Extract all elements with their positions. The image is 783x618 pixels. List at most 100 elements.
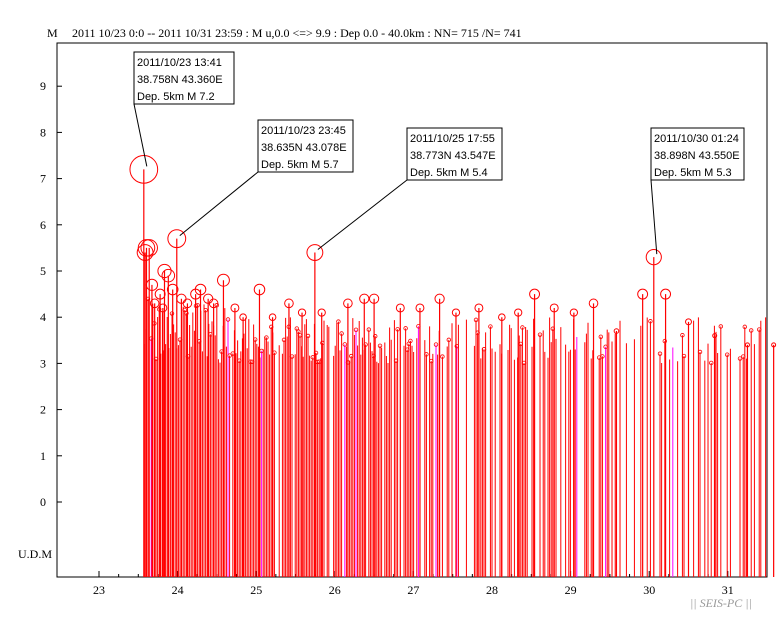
event-marker [434, 293, 445, 304]
background-event-marker [366, 327, 372, 332]
annotation-text: Dep. 5km M 7.2 [137, 91, 215, 103]
event-marker [129, 155, 159, 184]
background-event-marker [227, 353, 232, 358]
event-marker [194, 283, 207, 296]
background-event-marker [749, 328, 754, 333]
background-event-marker [403, 326, 408, 331]
background-event-marker [296, 329, 301, 334]
background-event-marker [742, 324, 748, 330]
event-marker [166, 283, 179, 296]
event-marker [744, 342, 750, 348]
background-event-marker [737, 356, 743, 361]
background-event-marker [203, 307, 208, 313]
background-event-marker [681, 353, 687, 359]
event-marker [359, 293, 370, 304]
background-event-marker [680, 333, 685, 338]
event-annotations: 2011/10/23 13:41 38.758N 43.360E Dep. 5km … [133, 51, 745, 255]
annotation-leader-line [650, 179, 658, 255]
event-marker [167, 229, 187, 249]
event-marker [529, 288, 541, 300]
background-event-marker [424, 352, 429, 357]
udm-label: U.D.M [18, 547, 52, 561]
software-credit: || SEIS-PC || [690, 596, 752, 610]
background-event-marker [342, 342, 348, 347]
annotation-text: 38.758N 43.360E [137, 74, 223, 86]
background-event-marker [648, 319, 653, 324]
event-marker [395, 303, 405, 313]
annotation-text: 38.898N 43.550E [654, 150, 740, 162]
x-tick-label: 27 [407, 583, 419, 597]
event-marker [317, 308, 326, 317]
annotation-leader-line [317, 179, 408, 250]
x-tick-label: 26 [329, 583, 341, 597]
event-marker [176, 293, 187, 304]
event-marker [514, 308, 523, 317]
background-event-marker [433, 342, 439, 347]
event-marker [660, 288, 672, 300]
background-event-marker [657, 351, 663, 356]
event-marker [685, 318, 692, 326]
x-tick-label: 24 [172, 583, 184, 597]
background-event-marker [214, 303, 220, 308]
x-tick-label: 25 [250, 583, 262, 597]
background-event-marker [473, 317, 479, 323]
annotation-box [650, 127, 745, 181]
background-event-marker [709, 360, 714, 366]
y-tick-label: 0 [40, 495, 46, 509]
event-marker [343, 298, 353, 309]
y-tick-label: 4 [40, 310, 46, 324]
y-tick-label: 5 [40, 264, 46, 278]
background-event-marker [725, 352, 730, 357]
event-marker [284, 298, 294, 309]
event-marker [161, 268, 176, 283]
annotation-box [257, 119, 354, 173]
y-tick-label: 7 [40, 172, 46, 186]
x-tick-label: 23 [93, 583, 105, 597]
event-marker [306, 244, 324, 261]
event-marker [613, 328, 620, 334]
event-marker [588, 298, 599, 309]
annotation-box [406, 127, 503, 181]
event-marker [451, 308, 461, 317]
background-event-marker [598, 334, 604, 339]
background-event-marker [169, 311, 175, 316]
x-tick-label: 30 [643, 583, 655, 597]
y-tick-label: 9 [40, 79, 46, 93]
annotation-text: 2011/10/30 01:24 [654, 133, 739, 145]
background-event-marker [305, 333, 311, 339]
background-event-marker [264, 335, 269, 340]
y-tick-label: 8 [40, 125, 46, 139]
background-event-marker [395, 327, 400, 332]
background-event-marker [289, 354, 295, 359]
event-marker [637, 288, 649, 300]
event-marker [498, 313, 506, 322]
background-event-marker [537, 332, 543, 337]
annotation-text: 2011/10/25 17:55 [410, 133, 495, 145]
query-summary: 2011 10/23 0:0 -- 2011 10/31 23:59 : M u… [72, 26, 522, 40]
background-event-marker [440, 354, 445, 359]
event-marker [712, 333, 718, 339]
annotation-leader-line [133, 103, 148, 167]
annotation-text: Dep. 5km M 5.7 [261, 159, 339, 171]
event-marker [297, 308, 307, 317]
x-tick-label: 28 [486, 583, 498, 597]
event-marker [268, 313, 277, 322]
annotation-text: 38.635N 43.078E [261, 142, 347, 154]
annotation-leader-line [179, 171, 259, 237]
background-event-marker [520, 325, 525, 330]
background-event-marker [182, 307, 188, 313]
x-tick-label: 29 [565, 583, 577, 597]
x-tick-label: 31 [722, 583, 734, 597]
event-marker [230, 303, 240, 313]
background-event-marker [339, 331, 344, 336]
background-event-marker [718, 324, 724, 329]
event-marker [645, 249, 662, 266]
annotation-box [133, 51, 235, 105]
event-marker [149, 298, 160, 309]
event-marker [415, 303, 425, 313]
background-event-marker [600, 354, 605, 359]
event-marker [474, 303, 484, 313]
event-marker [569, 308, 579, 317]
background-event-marker [225, 317, 231, 322]
